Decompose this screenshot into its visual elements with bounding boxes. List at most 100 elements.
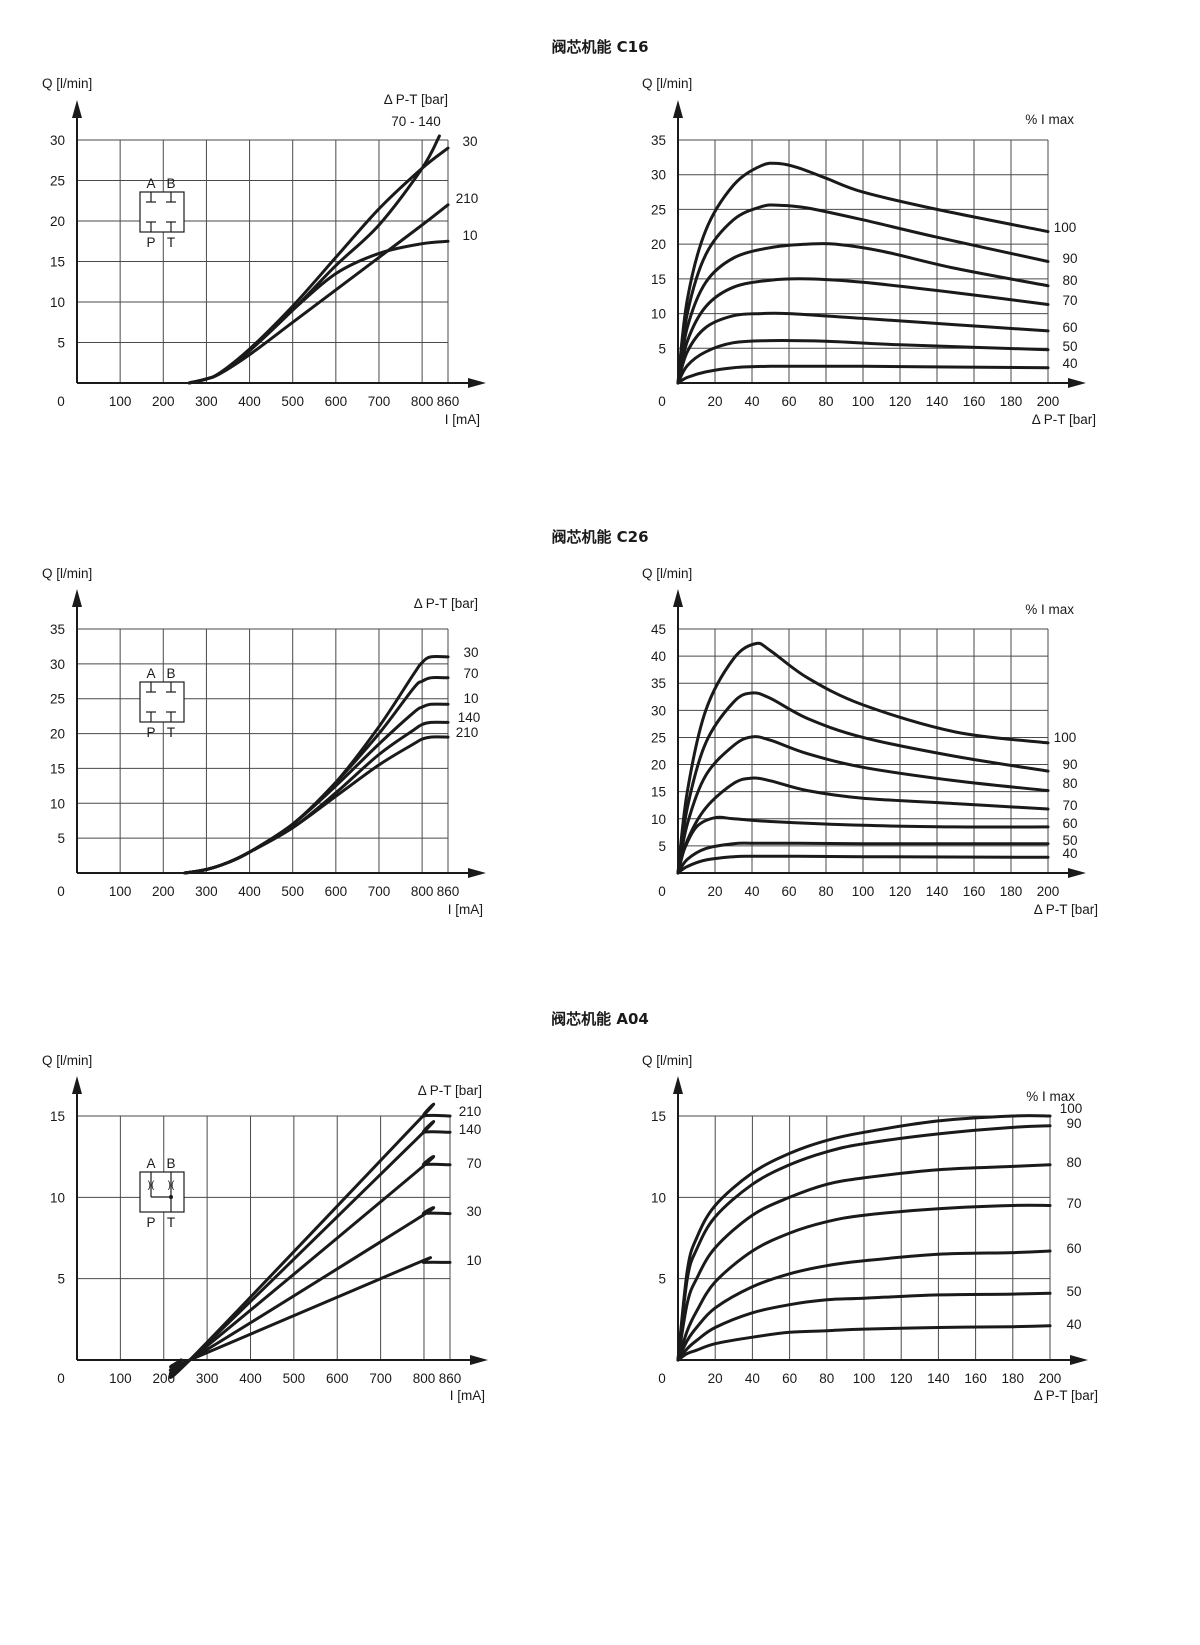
x-tick-label: 80 [819, 1371, 834, 1386]
axes [673, 589, 1086, 878]
grid [77, 1115, 451, 1360]
x-tick-label: 500 [283, 1371, 306, 1386]
x-axis-arrow [1068, 868, 1086, 878]
series-line [676, 1324, 1052, 1362]
series-line [676, 203, 1050, 385]
x-tick-label: 0 [57, 1371, 65, 1386]
port-label: B [166, 666, 175, 681]
series-label: 40 [1062, 356, 1077, 371]
series-label: 90 [1066, 1116, 1081, 1131]
x-axis-arrow [1070, 1355, 1088, 1365]
series-group [168, 1102, 452, 1379]
series-line [676, 841, 1050, 875]
y-axis-label: Q [l/min] [642, 76, 692, 91]
y-axis-arrow [673, 1076, 683, 1094]
series-label: 80 [1062, 273, 1077, 288]
port-label: P [146, 235, 155, 250]
series-label: 90 [1062, 757, 1077, 772]
series-label: 30 [463, 645, 478, 660]
x-tick-label: 600 [325, 394, 348, 409]
grid [77, 139, 449, 383]
y-tick-label: 5 [658, 341, 666, 356]
x-tick-label: 300 [195, 884, 218, 899]
valve-box [139, 1171, 185, 1213]
y-tick-label: 5 [658, 1272, 666, 1287]
x-tick-label: 40 [745, 1371, 760, 1386]
x-axis-arrow [470, 1355, 488, 1365]
y-tick-label: 10 [50, 796, 65, 811]
series-label: 40 [1062, 846, 1077, 861]
y-axis-label: Q [l/min] [42, 1053, 92, 1068]
series-line [676, 161, 1050, 385]
y-tick-label: 20 [50, 214, 65, 229]
x-tick-label: 200 [1037, 884, 1060, 899]
x-axis-label: Δ P-T [bar] [1032, 412, 1096, 427]
legend-title: % I max [1025, 112, 1074, 127]
series-label: 100 [1054, 220, 1077, 235]
grid [678, 1115, 1051, 1360]
x-tick-label: 500 [281, 884, 304, 899]
x-tick-label: 100 [853, 1371, 876, 1386]
series-group [676, 641, 1050, 875]
axes [72, 589, 486, 878]
series-label: 210 [456, 191, 479, 206]
x-axis-label: I [mA] [445, 412, 480, 427]
series-line [187, 239, 450, 385]
series-label: 50 [1066, 1284, 1081, 1299]
x-tick-label: 120 [889, 884, 912, 899]
y-tick-label: 5 [57, 336, 65, 351]
series-group [676, 161, 1050, 385]
axes [673, 100, 1086, 388]
x-tick-label: 40 [744, 884, 759, 899]
x-tick-label: 0 [658, 394, 666, 409]
series-label: 210 [459, 1104, 482, 1119]
y-tick-label: 10 [651, 307, 666, 322]
x-axis-label: Δ P-T [bar] [1034, 1388, 1098, 1403]
valve-box [139, 191, 185, 233]
y-tick-label: 15 [50, 1109, 65, 1124]
y-axis-arrow [673, 100, 683, 118]
y-tick-label: 25 [651, 202, 666, 217]
series-label: 80 [1062, 776, 1077, 791]
y-tick-label: 25 [651, 730, 666, 745]
y-tick-label: 20 [651, 237, 666, 252]
series-line [168, 1120, 452, 1378]
series-label: 30 [462, 134, 477, 149]
junction-dot [169, 1195, 173, 1199]
x-tick-label: 700 [368, 884, 391, 899]
x-tick-label: 700 [368, 394, 391, 409]
series-line [187, 203, 450, 385]
x-tick-label: 40 [744, 394, 759, 409]
series-label: 70 [466, 1156, 481, 1171]
y-axis-arrow [72, 1076, 82, 1094]
series-label: 10 [463, 691, 478, 706]
y-axis-label: Q [l/min] [42, 566, 92, 581]
section-title: 阀芯机能 A04 [551, 1010, 649, 1028]
series-label: 210 [456, 725, 479, 740]
y-tick-label: 20 [50, 727, 65, 742]
series-line [183, 702, 450, 875]
x-tick-label: 300 [195, 394, 218, 409]
series-line [676, 241, 1050, 385]
series-label: 50 [1062, 833, 1077, 848]
series-label: 70 - 140 [391, 114, 441, 129]
series-line [676, 691, 1050, 875]
x-tick-label: 160 [963, 884, 986, 899]
series-label: 90 [1062, 251, 1077, 266]
section-title: 阀芯机能 C16 [551, 38, 649, 56]
x-tick-label: 80 [818, 394, 833, 409]
valve-symbol-icon: A B P T [139, 666, 185, 740]
series-line [187, 146, 450, 385]
valve-symbol-icon: A B P T [139, 176, 185, 250]
series-label: 100 [1060, 1101, 1083, 1116]
y-tick-label: 15 [651, 785, 666, 800]
series-label: 60 [1062, 816, 1077, 831]
grid [678, 139, 1049, 383]
legend-title: Δ P-T [bar] [414, 596, 478, 611]
orifice-mark: )( [168, 1180, 175, 1191]
x-tick-label: 120 [890, 1371, 913, 1386]
